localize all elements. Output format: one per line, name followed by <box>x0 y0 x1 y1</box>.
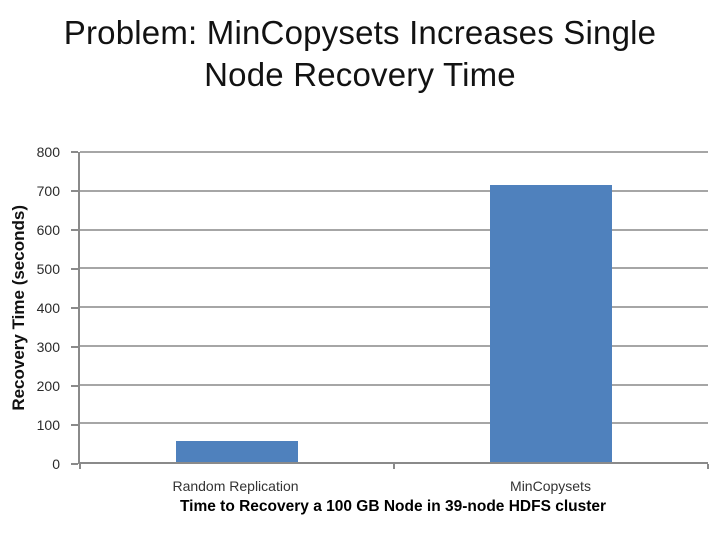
y-axis-tick-mark-700 <box>71 190 78 192</box>
y-axis-tick-marks <box>71 151 78 465</box>
x-axis-caption: Time to Recovery a 100 GB Node in 39-nod… <box>179 498 607 515</box>
y-tick-label-500: 500 <box>36 261 60 277</box>
slide-title-line-2: Node Recovery Time <box>204 56 516 93</box>
gridline-600 <box>80 228 708 231</box>
chart-plot-area <box>78 151 709 469</box>
slide-title: Problem: MinCopysets Increases Single No… <box>0 12 720 96</box>
gridline-800 <box>80 151 708 153</box>
category-labels: Random Replication MinCopysets <box>78 478 708 494</box>
y-tick-label-200: 200 <box>36 378 60 394</box>
y-tick-labels: 0 100 200 300 400 500 600 700 800 <box>30 144 68 472</box>
gridline-400 <box>80 306 708 308</box>
category-label-random-replication: Random Replication <box>172 478 299 494</box>
y-axis-tick-mark-100 <box>71 424 78 426</box>
y-axis-tick-mark-400 <box>71 307 78 309</box>
y-axis-tick-mark-200 <box>71 385 78 387</box>
y-tick-label-800: 800 <box>36 144 60 160</box>
bar-slot-random-replication <box>80 152 394 462</box>
y-axis-tick-mark-0 <box>71 463 78 465</box>
slide-title-line-1: Problem: MinCopysets Increases Single <box>63 14 657 51</box>
y-axis-tick-mark-800 <box>71 151 78 153</box>
y-tick-label-600: 600 <box>36 222 60 238</box>
y-axis-tick-mark-600 <box>71 229 78 231</box>
y-axis-tick-mark-300 <box>71 346 78 348</box>
gridline-700 <box>80 189 708 192</box>
x-axis-tick-mark-1 <box>393 464 395 469</box>
y-tick-label-300: 300 <box>36 339 60 355</box>
y-tick-label-100: 100 <box>36 417 60 433</box>
bar-slot-mincopysets <box>394 152 708 462</box>
bars <box>80 152 708 462</box>
y-tick-label-700: 700 <box>36 183 60 199</box>
bar-random-replication <box>176 440 298 462</box>
gridline-200 <box>80 383 708 386</box>
gridline-500 <box>80 267 708 270</box>
category-label-mincopysets: MinCopysets <box>510 478 591 494</box>
bar-mincopysets <box>490 184 612 462</box>
x-axis-tick-mark-0 <box>79 464 81 469</box>
y-axis-tick-mark-500 <box>71 268 78 270</box>
gridline-300 <box>80 344 708 347</box>
gridline-100 <box>80 422 708 425</box>
x-axis-tick-mark-2 <box>707 464 709 469</box>
y-tick-label-0: 0 <box>52 456 60 472</box>
y-tick-label-400: 400 <box>36 300 60 316</box>
